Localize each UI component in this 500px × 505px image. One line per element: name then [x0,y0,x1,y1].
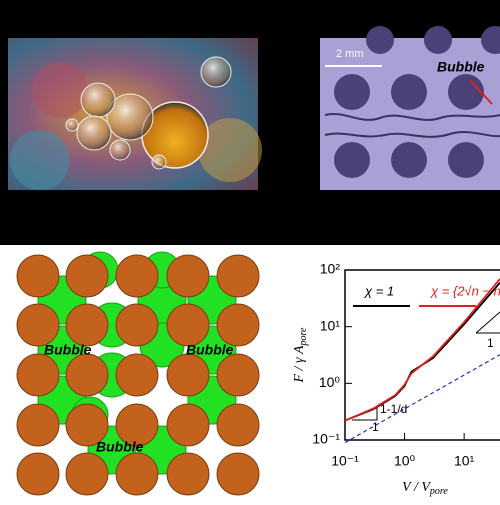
y-tick-label: 10² [320,261,341,277]
y-axis-label: F / γ Apore [292,327,309,384]
photo-a [8,38,262,190]
x-axis-label-main: V / V [402,480,431,495]
bubble-label: Bubble [44,342,92,358]
diagram: Bubble Bubble Bubble [16,251,260,496]
annotation: 1-1/d [380,402,407,416]
y-axis-label-main: F / γ A [292,345,307,383]
x-tick-label: 10⁻¹ [331,453,359,469]
slope-triangle [352,408,378,421]
series-line [344,282,500,422]
slope-triangle [475,311,500,334]
y-tick-label: 10⁰ [319,374,341,390]
annotation: 1 [372,420,379,434]
y-tick-label: 10¹ [320,317,341,333]
plot-frame [344,269,500,441]
bubble-label: Bubble [96,439,144,455]
legend-label: χ = {2√n − n} [430,283,500,298]
annotation: 1 [487,336,494,350]
photo-b: 2 mm Bubble [320,26,500,190]
series-line [344,278,500,422]
legend-label: χ = 1 [364,283,394,298]
y-tick-label: 10⁻¹ [312,431,340,447]
bubble-label: Bubble [437,59,485,75]
x-tick-label: 10¹ [454,453,475,469]
x-axis-label: V / Vpore [402,480,448,497]
scale-label: 2 mm [336,48,364,60]
x-tick-label: 10⁰ [394,453,416,469]
x-axis-label-sub: pore [429,486,449,497]
series-line [344,354,500,444]
y-axis-label-sub: pore [298,327,309,347]
bubble-label: Bubble [186,342,234,358]
